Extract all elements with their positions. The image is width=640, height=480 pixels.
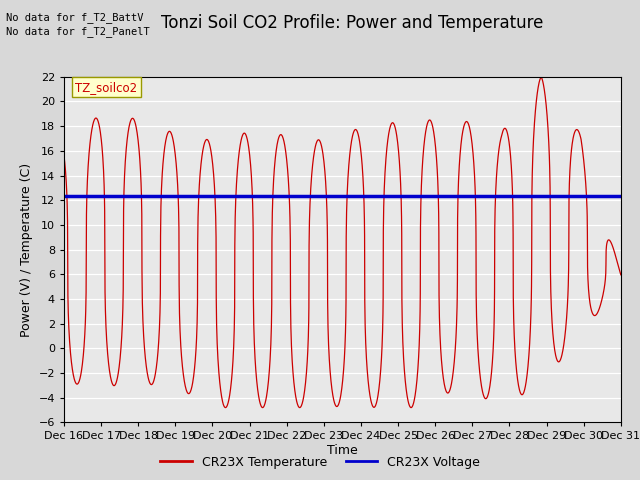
Legend: CR23X Temperature, CR23X Voltage: CR23X Temperature, CR23X Voltage xyxy=(156,451,484,474)
Text: No data for f_T2_BattV: No data for f_T2_BattV xyxy=(6,12,144,23)
Text: No data for f_T2_PanelT: No data for f_T2_PanelT xyxy=(6,26,150,37)
Text: TZ_soilco2: TZ_soilco2 xyxy=(75,81,137,94)
X-axis label: Time: Time xyxy=(327,444,358,457)
Y-axis label: Power (V) / Temperature (C): Power (V) / Temperature (C) xyxy=(20,163,33,336)
Text: Tonzi Soil CO2 Profile: Power and Temperature: Tonzi Soil CO2 Profile: Power and Temper… xyxy=(161,14,543,33)
